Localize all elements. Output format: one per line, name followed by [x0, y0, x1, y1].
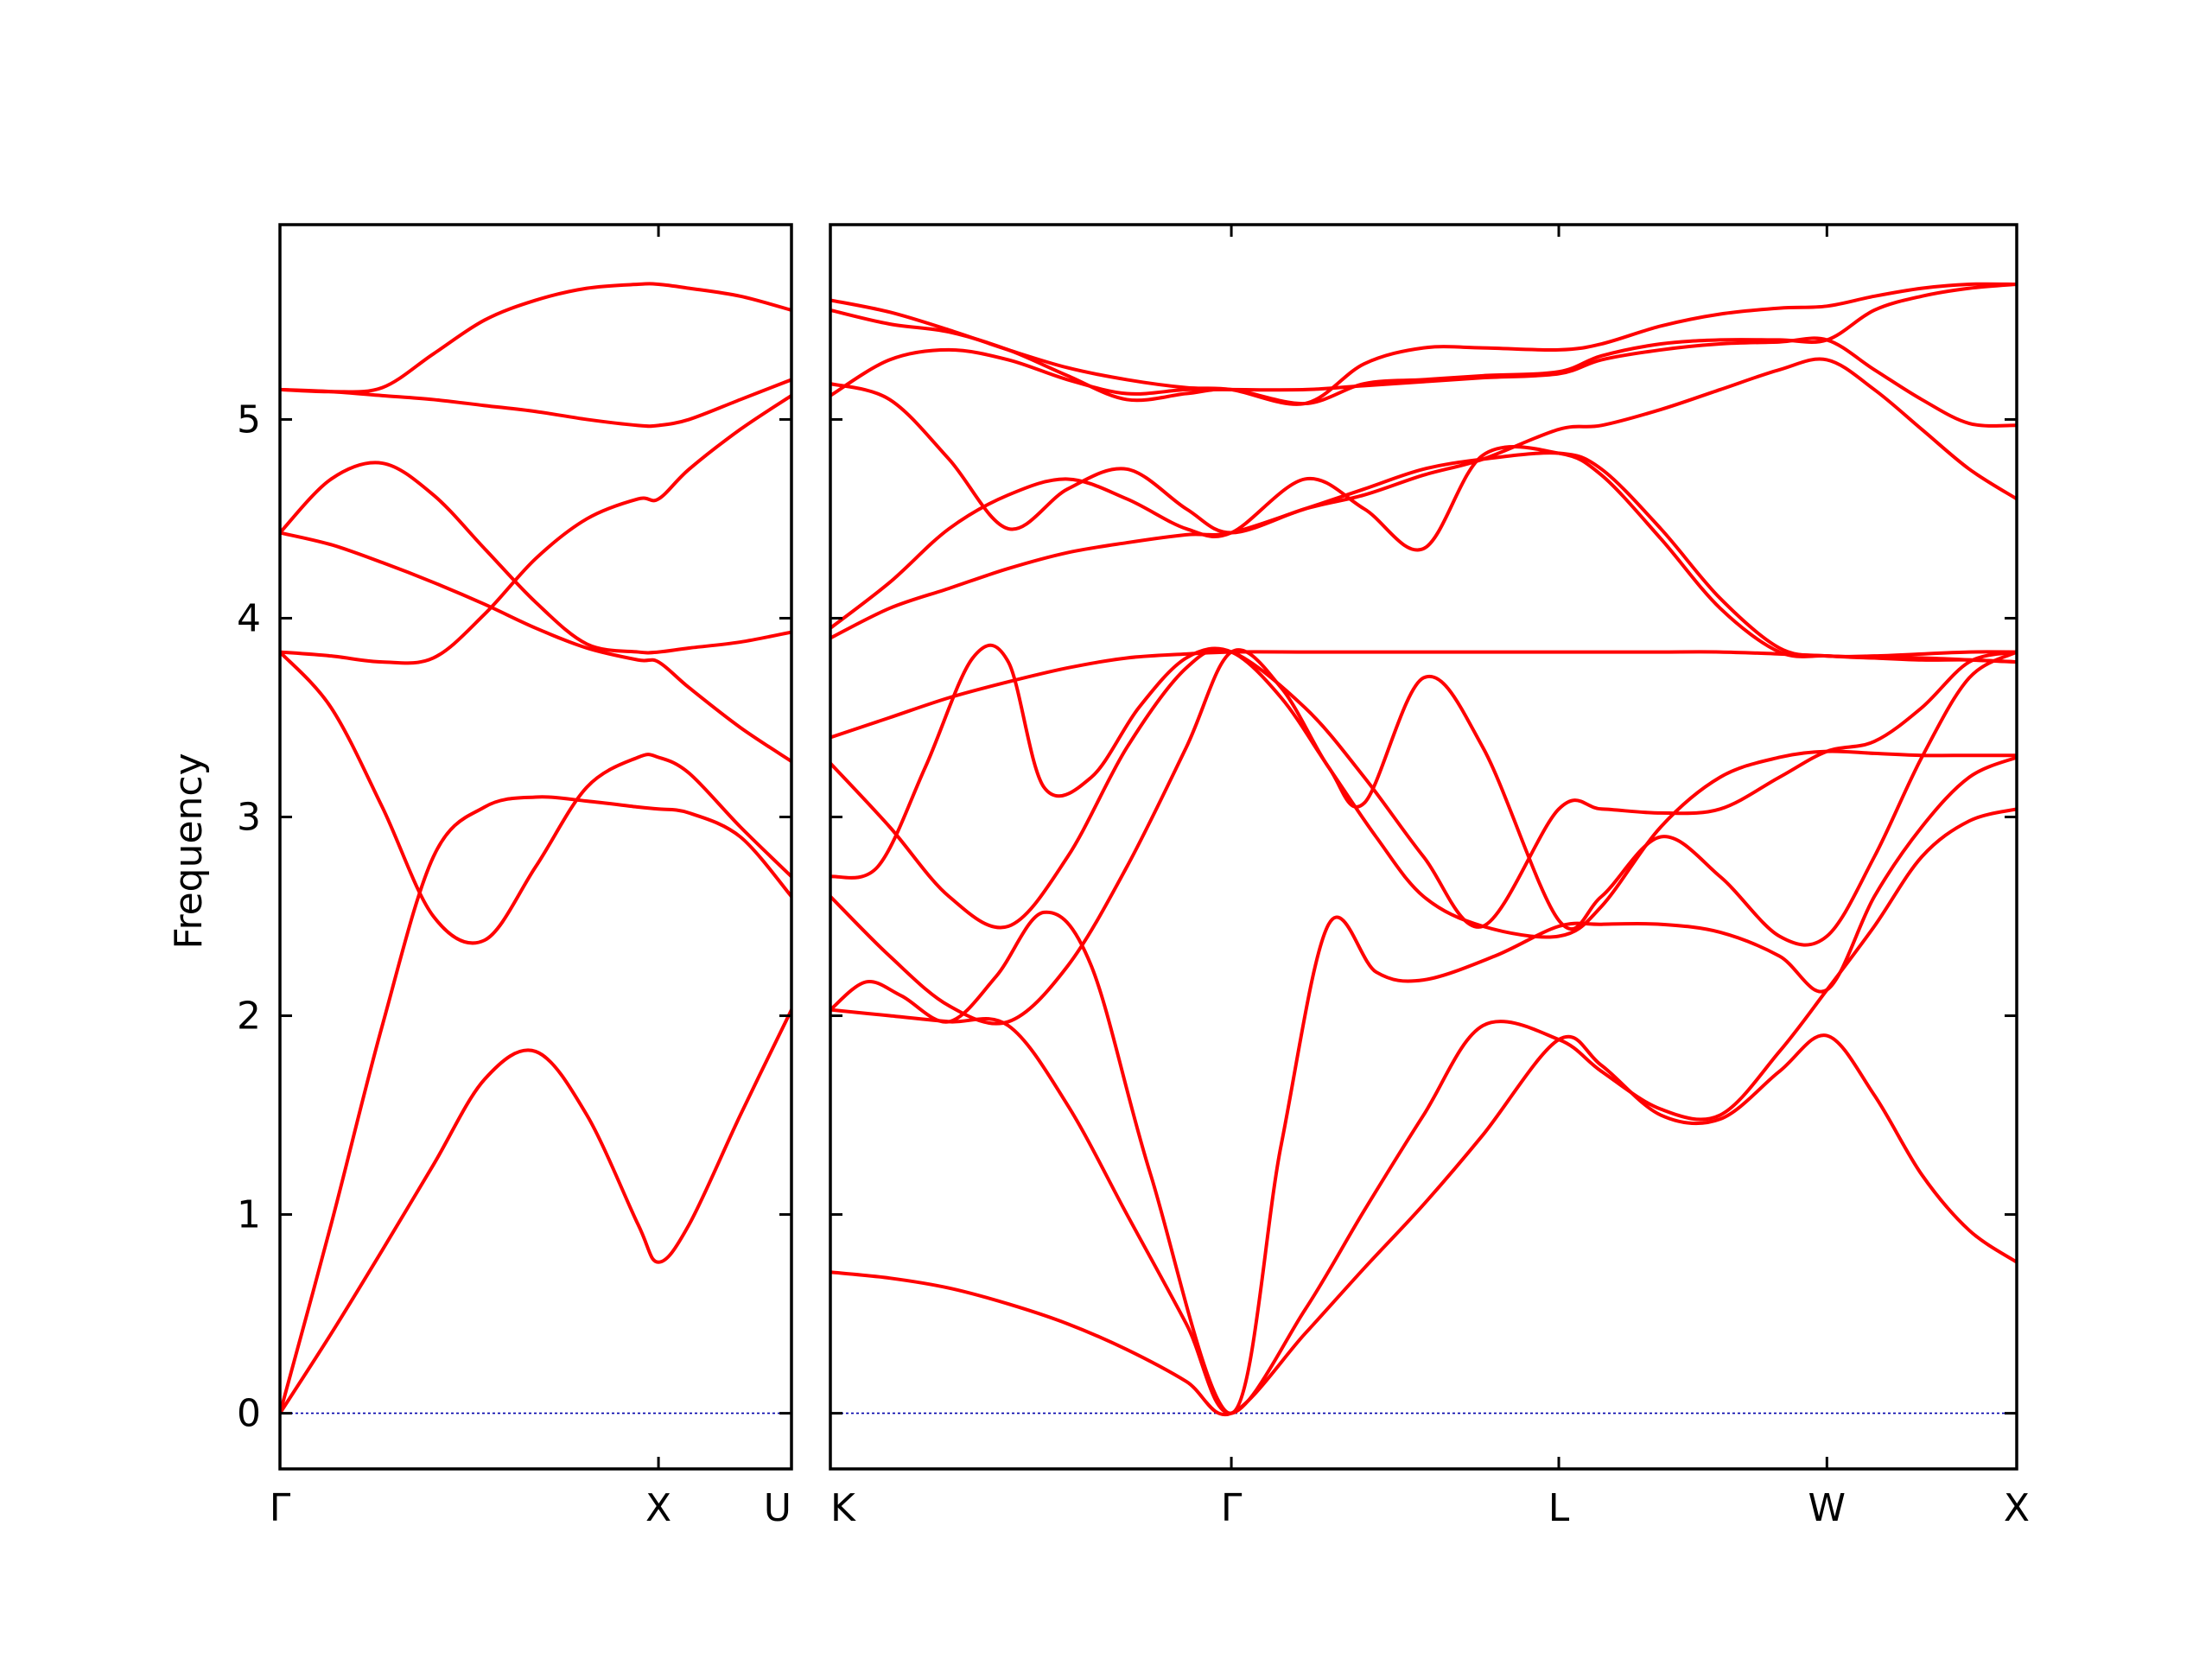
phonon-band-2: [280, 795, 791, 1415]
x-tick-label-2: U: [764, 1486, 791, 1530]
phonon-band-6: [280, 461, 791, 655]
phonon-band-9: [830, 444, 2017, 664]
phonon-band-4: [280, 393, 791, 665]
y-tick-label: 3: [237, 795, 261, 839]
y-tick-label: 0: [237, 1392, 261, 1436]
plot-frame: [829, 223, 2018, 1471]
x-tick-label-1: Γ: [1221, 1486, 1243, 1530]
panel-left: 0 1 2 3 4 5 Γ X U: [237, 223, 793, 1530]
y-tick-label: 5: [237, 397, 261, 442]
y-tick-label: 4: [237, 596, 261, 640]
plot-frame: [278, 223, 793, 1471]
phonon-band-3: [280, 650, 791, 945]
phonon-band-13: [830, 282, 2017, 406]
phonon-band-11: [830, 336, 2017, 428]
x-tick-label-0: Γ: [270, 1486, 291, 1530]
phonon-band-8: [280, 282, 791, 394]
phonon-band-5: [830, 643, 2017, 939]
phonon-band-7: [280, 378, 791, 429]
bands-group: [830, 282, 2017, 1417]
x-tick-label-1: X: [645, 1486, 671, 1530]
x-tick-label-0: K: [830, 1486, 856, 1530]
y-tick-label: 1: [237, 1193, 261, 1237]
x-tick-label-3: W: [1808, 1486, 1847, 1530]
phonon-band-8: [830, 451, 2017, 658]
phonon-band-10: [830, 357, 2017, 535]
y-tick-label: 2: [237, 995, 261, 1039]
x-tick-label-2: L: [1548, 1486, 1570, 1530]
phonon-band-6: [830, 647, 2017, 930]
phonon-band-4: [830, 648, 2017, 1026]
x-tick-label-4: X: [2004, 1486, 2030, 1530]
phonon-band-3: [830, 755, 2017, 1415]
phonon-band-2: [830, 807, 2017, 1415]
phonon-band-1: [830, 1033, 2017, 1417]
phonon-band-5: [280, 531, 791, 764]
bands-group: [280, 282, 791, 1415]
phonon-band-12: [830, 283, 2017, 406]
phonon-band-1: [280, 1007, 791, 1415]
y-axis-label: Frequency: [167, 753, 211, 949]
